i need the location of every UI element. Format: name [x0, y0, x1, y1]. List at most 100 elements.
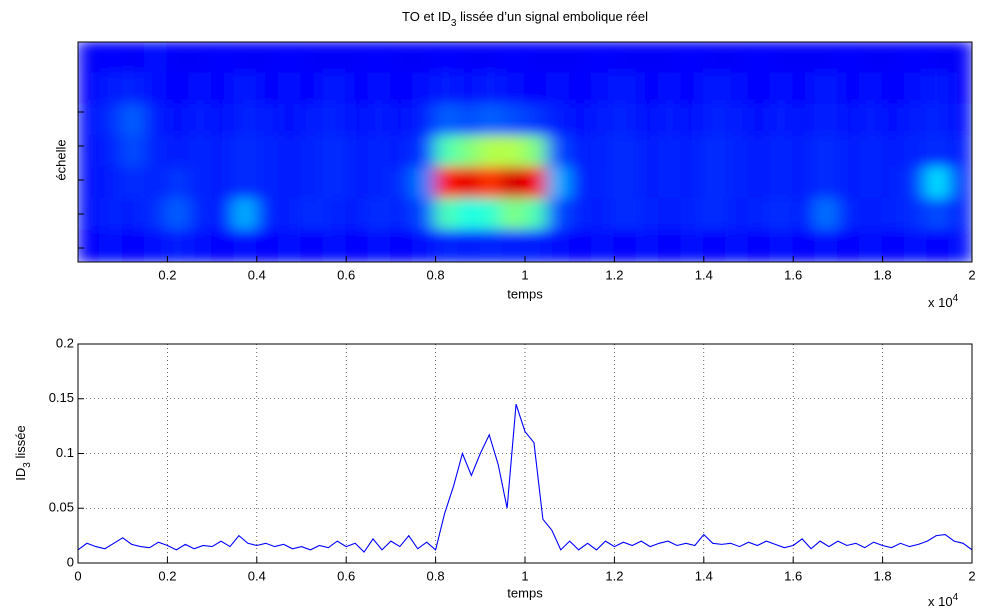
heatmap-cell	[725, 103, 750, 138]
y-tick-label: 0	[67, 554, 74, 569]
y-axis-label: ID3 lissée	[13, 425, 32, 480]
heatmap-cell	[948, 166, 972, 201]
heatmap-cell	[926, 198, 951, 232]
heatmap-cell	[725, 135, 750, 169]
heatmap-cell	[926, 229, 951, 262]
heatmap-cell	[769, 135, 795, 169]
heatmap-cell	[99, 72, 124, 106]
heatmap-cell	[434, 103, 459, 138]
x-tick-label: 1.6	[784, 267, 802, 282]
x-tick-label: 0	[74, 568, 81, 583]
heatmap-cell	[814, 103, 839, 138]
heatmap-cell	[188, 135, 214, 169]
heatmap-cell	[389, 103, 415, 138]
heatmap-cell	[546, 103, 571, 138]
heatmap-cell	[412, 229, 437, 262]
heatmap-cell	[233, 229, 258, 262]
heatmap-cell	[658, 229, 683, 262]
heatmap-cell	[814, 135, 839, 169]
heatmap-cell	[792, 229, 817, 262]
heatmap-cell	[300, 42, 325, 75]
heatmap-cell	[233, 103, 258, 138]
heatmap-cell	[345, 103, 370, 138]
x-tick-label: 0.4	[248, 267, 266, 282]
heatmap-cell	[479, 229, 504, 262]
heatmap-cell	[144, 166, 169, 201]
heatmap-cell	[99, 42, 124, 75]
heatmap-cell	[456, 42, 482, 75]
heatmap-cell	[792, 42, 817, 75]
x-tick-label: 1.8	[874, 267, 892, 282]
heatmap-cell	[814, 229, 839, 262]
heatmap-cell	[233, 166, 258, 201]
heatmap-cell	[166, 198, 191, 232]
exponent-power: 4	[953, 293, 959, 304]
heatmap-cell	[568, 166, 594, 201]
heatmap-cell	[792, 135, 817, 169]
heatmap-cell	[702, 72, 728, 106]
heatmap-cell	[456, 103, 482, 138]
heatmap-cell	[300, 72, 325, 106]
heatmap-cell	[278, 72, 303, 106]
x-tick-label: 0.8	[427, 568, 445, 583]
heatmap-cell	[479, 135, 504, 169]
heatmap-cell	[412, 198, 437, 232]
heatmap-cell	[412, 166, 437, 201]
heatmap-cell	[948, 135, 972, 169]
ylabel-part: ID	[13, 468, 28, 481]
heatmap-cell	[479, 103, 504, 138]
data-line	[77, 404, 973, 553]
heatmap-cell	[144, 198, 169, 232]
heatmap-cell	[903, 166, 929, 201]
heatmap-cell	[948, 198, 972, 232]
heatmap-cell	[524, 42, 549, 75]
heatmap-cell	[99, 103, 124, 138]
heatmap-cell	[613, 166, 638, 201]
heatmap-cell	[211, 135, 236, 169]
heatmap-cell	[322, 166, 348, 201]
heatmap-cell	[859, 229, 884, 262]
heatmap-cell	[211, 103, 236, 138]
heatmap-cell	[300, 198, 325, 232]
heatmap-cell	[524, 166, 549, 201]
heatmap-cell	[546, 135, 571, 169]
heatmap-cell	[166, 72, 191, 106]
heatmap-cell	[903, 103, 929, 138]
heatmap-cell	[389, 42, 415, 75]
heatmap-cell	[345, 135, 370, 169]
x-tick-label: 1.4	[695, 267, 713, 282]
line-axes: 0 0.2 0.4 0.6 0.8 1 1.2 1.4 1.6 1.8 2 0 0.05 0.1 0.15 0…	[49, 335, 976, 583]
heatmap-cell	[591, 103, 616, 138]
heatmap-cell	[903, 135, 929, 169]
heatmap-cell	[322, 198, 348, 232]
heatmap-cell	[635, 72, 661, 106]
heatmap-cell	[702, 166, 728, 201]
heatmap-cell	[278, 135, 303, 169]
heatmap-cell	[546, 72, 571, 106]
heatmap-cell	[233, 42, 258, 75]
heatmap-cell	[78, 103, 102, 138]
heatmap-cell	[434, 198, 459, 232]
heatmap-cell	[881, 135, 906, 169]
heatmap-cell	[903, 198, 929, 232]
heatmap-cell	[591, 72, 616, 106]
heatmap-cell	[613, 72, 638, 106]
heatmap-cell	[121, 135, 147, 169]
heatmap-cell	[166, 135, 191, 169]
heatmap-cell	[814, 72, 839, 106]
heatmap-cell	[367, 166, 392, 201]
heatmap-cell	[635, 229, 661, 262]
heatmap-cell	[948, 72, 972, 106]
heatmap-cell	[255, 103, 281, 138]
heatmap-cell	[769, 198, 795, 232]
heatmap-cell	[702, 103, 728, 138]
heatmap-cell	[211, 72, 236, 106]
heatmap-cell	[524, 72, 549, 106]
heatmap-blur	[78, 42, 972, 262]
x-tick-label: 1.2	[605, 568, 623, 583]
heatmap-cell	[434, 72, 459, 106]
heatmap-cell	[680, 135, 705, 169]
x-tick-label: 0.2	[158, 568, 176, 583]
heatmap-cell	[345, 42, 370, 75]
title-part: TO et ID	[402, 9, 451, 24]
